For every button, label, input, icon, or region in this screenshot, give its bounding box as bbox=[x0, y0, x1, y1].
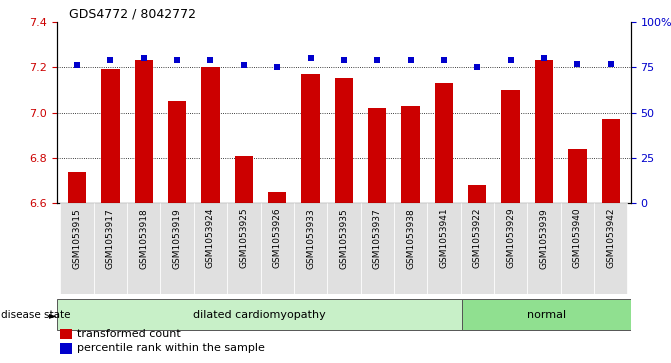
FancyBboxPatch shape bbox=[460, 203, 494, 294]
Bar bbox=[268, 192, 287, 203]
Point bbox=[172, 57, 183, 63]
Bar bbox=[468, 185, 486, 203]
FancyBboxPatch shape bbox=[594, 203, 627, 294]
Bar bbox=[68, 171, 86, 203]
Text: normal: normal bbox=[527, 310, 566, 320]
Bar bbox=[301, 74, 319, 203]
FancyBboxPatch shape bbox=[462, 299, 631, 330]
Bar bbox=[368, 108, 386, 203]
Point bbox=[439, 57, 450, 63]
FancyBboxPatch shape bbox=[60, 203, 94, 294]
FancyBboxPatch shape bbox=[527, 203, 561, 294]
Point bbox=[205, 57, 216, 63]
Bar bbox=[401, 106, 420, 203]
Text: GSM1053922: GSM1053922 bbox=[473, 208, 482, 268]
Point bbox=[605, 61, 616, 66]
Text: GSM1053935: GSM1053935 bbox=[340, 208, 348, 269]
Bar bbox=[168, 101, 187, 203]
FancyBboxPatch shape bbox=[561, 203, 594, 294]
FancyBboxPatch shape bbox=[227, 203, 260, 294]
FancyBboxPatch shape bbox=[360, 203, 394, 294]
Point bbox=[338, 57, 349, 63]
Bar bbox=[235, 156, 253, 203]
Bar bbox=[501, 90, 520, 203]
Bar bbox=[101, 69, 119, 203]
Point bbox=[72, 62, 83, 68]
Text: GSM1053915: GSM1053915 bbox=[72, 208, 82, 269]
Text: GSM1053924: GSM1053924 bbox=[206, 208, 215, 268]
FancyBboxPatch shape bbox=[394, 203, 427, 294]
Point bbox=[105, 57, 116, 63]
Text: GSM1053929: GSM1053929 bbox=[506, 208, 515, 269]
Text: GSM1053941: GSM1053941 bbox=[440, 208, 448, 269]
Text: GSM1053938: GSM1053938 bbox=[406, 208, 415, 269]
Text: percentile rank within the sample: percentile rank within the sample bbox=[77, 343, 265, 354]
Text: transformed count: transformed count bbox=[77, 329, 181, 339]
Point bbox=[272, 64, 282, 70]
FancyBboxPatch shape bbox=[427, 203, 460, 294]
Text: GSM1053942: GSM1053942 bbox=[606, 208, 615, 268]
Text: dilated cardiomyopathy: dilated cardiomyopathy bbox=[193, 310, 326, 320]
Bar bbox=[568, 149, 586, 203]
Point bbox=[372, 57, 382, 63]
FancyBboxPatch shape bbox=[57, 299, 462, 330]
Text: GSM1053918: GSM1053918 bbox=[140, 208, 148, 269]
Bar bbox=[335, 78, 353, 203]
Point bbox=[572, 61, 582, 66]
Point bbox=[138, 55, 149, 61]
FancyBboxPatch shape bbox=[127, 203, 160, 294]
FancyBboxPatch shape bbox=[160, 203, 194, 294]
Point bbox=[539, 55, 550, 61]
Text: disease state: disease state bbox=[1, 310, 70, 320]
Bar bbox=[201, 67, 219, 203]
Bar bbox=[602, 119, 620, 203]
Point bbox=[472, 64, 482, 70]
FancyBboxPatch shape bbox=[260, 203, 294, 294]
Point bbox=[305, 55, 316, 61]
FancyBboxPatch shape bbox=[494, 203, 527, 294]
FancyBboxPatch shape bbox=[294, 203, 327, 294]
Text: GSM1053937: GSM1053937 bbox=[373, 208, 382, 269]
Text: ►: ► bbox=[49, 310, 56, 320]
FancyBboxPatch shape bbox=[327, 203, 360, 294]
Text: GSM1053925: GSM1053925 bbox=[240, 208, 248, 269]
Text: GSM1053933: GSM1053933 bbox=[306, 208, 315, 269]
FancyBboxPatch shape bbox=[94, 203, 127, 294]
Text: GDS4772 / 8042772: GDS4772 / 8042772 bbox=[68, 8, 195, 21]
Bar bbox=[535, 60, 553, 203]
Text: GSM1053926: GSM1053926 bbox=[272, 208, 282, 269]
Point bbox=[505, 57, 516, 63]
Text: GSM1053917: GSM1053917 bbox=[106, 208, 115, 269]
Text: GSM1053940: GSM1053940 bbox=[573, 208, 582, 269]
Bar bbox=[135, 60, 153, 203]
Text: GSM1053919: GSM1053919 bbox=[172, 208, 182, 269]
Point bbox=[238, 62, 249, 68]
Point bbox=[405, 57, 416, 63]
Bar bbox=[435, 83, 453, 203]
Text: GSM1053939: GSM1053939 bbox=[539, 208, 548, 269]
FancyBboxPatch shape bbox=[194, 203, 227, 294]
